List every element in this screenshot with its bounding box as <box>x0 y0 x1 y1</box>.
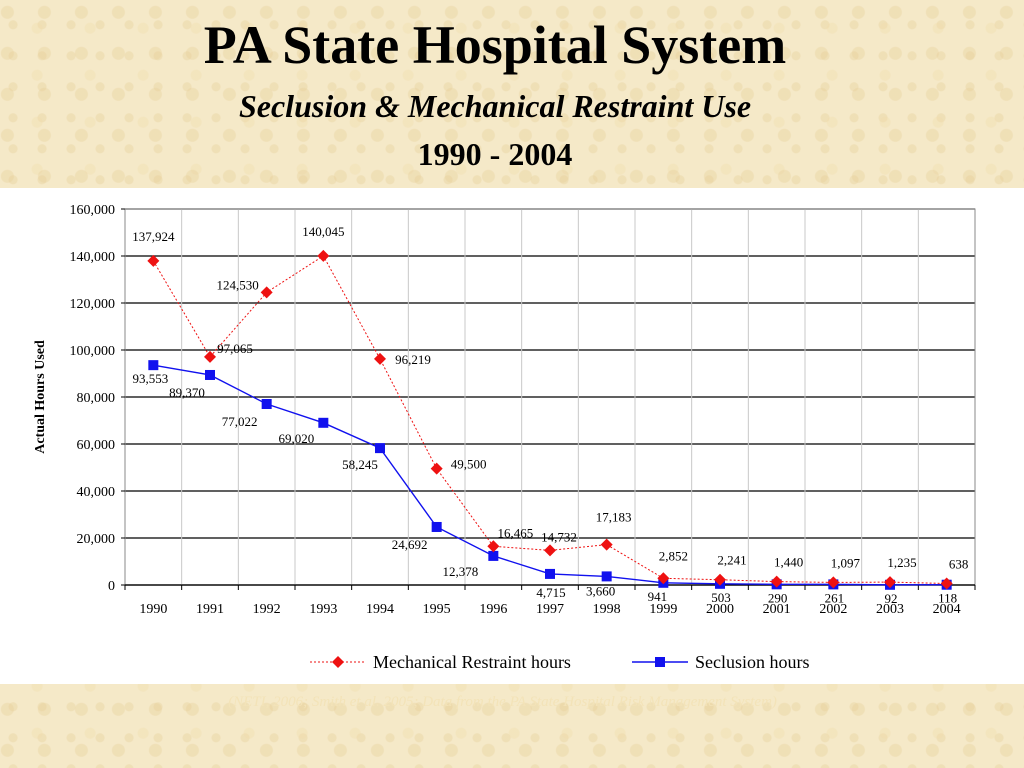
restraint-data-label: 2,241 <box>717 553 746 568</box>
seclusion-data-label: 92 <box>885 591 898 606</box>
seclusion-data-label: 58,245 <box>342 457 378 472</box>
legend-seclusion-marker <box>655 657 665 667</box>
seclusion-data-label: 118 <box>938 591 957 606</box>
restraint-point <box>714 573 726 586</box>
seclusion-point <box>601 571 612 582</box>
seclusion-data-label: 941 <box>648 589 668 604</box>
restraint-data-label: 124,530 <box>217 277 259 292</box>
x-tick-label: 1997 <box>536 602 564 617</box>
restraint-data-label: 96,219 <box>395 352 431 367</box>
restraint-series-line <box>152 255 947 585</box>
restraint-data-label: 140,045 <box>302 224 344 239</box>
y-tick-label: 120,000 <box>70 297 116 312</box>
restraint-data-label: 16,465 <box>497 525 533 540</box>
seclusion-data-label: 89,370 <box>169 385 205 400</box>
y-tick-label: 20,000 <box>77 532 116 547</box>
restraint-point <box>544 544 556 557</box>
seclusion-point <box>488 550 499 561</box>
x-tick-label: 1998 <box>593 602 621 617</box>
x-tick-label: 1996 <box>479 602 507 617</box>
seclusion-data-label: 12,378 <box>442 564 478 579</box>
x-tick-label: 2003 <box>876 602 904 617</box>
y-tick-label: 0 <box>108 579 115 594</box>
y-tick-label: 80,000 <box>77 391 116 406</box>
restraint-point <box>884 576 896 589</box>
restraint-data-label: 97,065 <box>217 341 253 356</box>
seclusion-point <box>318 417 329 428</box>
legend-restraint-marker <box>332 656 344 668</box>
seclusion-data-label: 290 <box>768 590 788 605</box>
y-axis-title: Actual Hours Used <box>33 340 48 454</box>
x-tick-label: 1991 <box>196 602 224 617</box>
restraint-data-label: 137,924 <box>132 229 175 244</box>
y-tick-label: 140,000 <box>70 250 116 265</box>
restraint-point <box>260 286 273 299</box>
seclusion-data-label: 77,022 <box>222 414 258 429</box>
y-axis: 0 20,000 40,000 60,000 80,000 100,000 120,000 1… <box>70 203 125 594</box>
seclusion-point <box>375 443 385 454</box>
seclusion-point <box>545 568 555 579</box>
x-tick-label: 1999 <box>649 602 677 617</box>
x-tick-label: 1992 <box>253 602 281 617</box>
seclusion-point <box>148 360 159 371</box>
restraint-point <box>487 540 500 553</box>
restraint-point <box>204 350 216 363</box>
seclusion-point <box>431 521 442 532</box>
restraint-point <box>600 538 613 551</box>
restraint-point <box>770 575 783 588</box>
chart-panel: 0 20,000 40,000 60,000 80,000 100,000 120,000 1… <box>0 188 1024 684</box>
restraint-point <box>827 576 840 589</box>
legend: Mechanical Restraint hours Seclusion hour… <box>310 652 810 672</box>
y-tick-label: 100,000 <box>70 344 116 359</box>
restraint-data-label: 14,732 <box>541 529 577 544</box>
restraint-point <box>147 254 160 267</box>
slide-subtitle: Seclusion & Mechanical Restraint Use <box>238 88 752 124</box>
seclusion-data-label: 261 <box>825 590 845 605</box>
seclusion-data-label: 503 <box>711 590 731 605</box>
seclusion-data-label: 3,660 <box>586 583 615 598</box>
restraint-data-label: 49,500 <box>451 457 487 472</box>
x-tick-label: 2002 <box>819 602 847 617</box>
line-chart: 0 20,000 40,000 60,000 80,000 100,000 120,000 1… <box>33 203 976 672</box>
legend-seclusion-label: Seclusion hours <box>695 652 810 672</box>
x-tick-label: 1993 <box>309 602 337 617</box>
y-tick-label: 160,000 <box>70 203 116 218</box>
seclusion-point <box>261 398 272 409</box>
legend-restraint-label: Mechanical Restraint hours <box>373 652 571 672</box>
source-footnote: (NETI, 2006; Smith et al. 2005; Data fro… <box>228 694 777 710</box>
seclusion-data-label: 93,553 <box>132 371 168 386</box>
seclusion-data-label: 69,020 <box>278 431 314 446</box>
x-tick-label: 1994 <box>366 602 394 617</box>
series <box>147 249 953 590</box>
data-labels: 137,924 97,065 124,530 140,045 96,219 49,500 1… <box>132 224 968 606</box>
restraint-data-label: 1,440 <box>774 555 803 570</box>
seclusion-point <box>205 369 215 380</box>
restraint-data-label: 1,097 <box>831 555 861 570</box>
y-tick-label: 60,000 <box>77 438 116 453</box>
x-tick-label: 1995 <box>423 602 451 617</box>
restraint-point <box>430 462 443 475</box>
restraint-data-label: 638 <box>949 557 969 572</box>
title-block: PA State Hospital System Seclusion & Mec… <box>0 0 1024 188</box>
restraint-point <box>317 249 330 262</box>
y-tick-label: 40,000 <box>77 485 116 500</box>
slide-title: PA State Hospital System <box>203 15 787 75</box>
slide-year-range: 1990 - 2004 <box>417 136 573 172</box>
restraint-data-label: 2,852 <box>659 548 688 563</box>
x-tick-label: 2001 <box>763 602 791 617</box>
x-tick-label: 1990 <box>139 602 167 617</box>
x-tick-label: 2004 <box>933 602 961 617</box>
restraint-point <box>374 352 386 365</box>
seclusion-data-label: 24,692 <box>392 537 428 552</box>
restraint-point <box>657 572 670 585</box>
restraint-point <box>940 577 953 590</box>
x-tick-label: 2000 <box>706 602 734 617</box>
seclusion-data-label: 4,715 <box>536 585 565 600</box>
restraint-data-label: 17,183 <box>596 510 632 525</box>
restraint-data-label: 1,235 <box>887 555 916 570</box>
